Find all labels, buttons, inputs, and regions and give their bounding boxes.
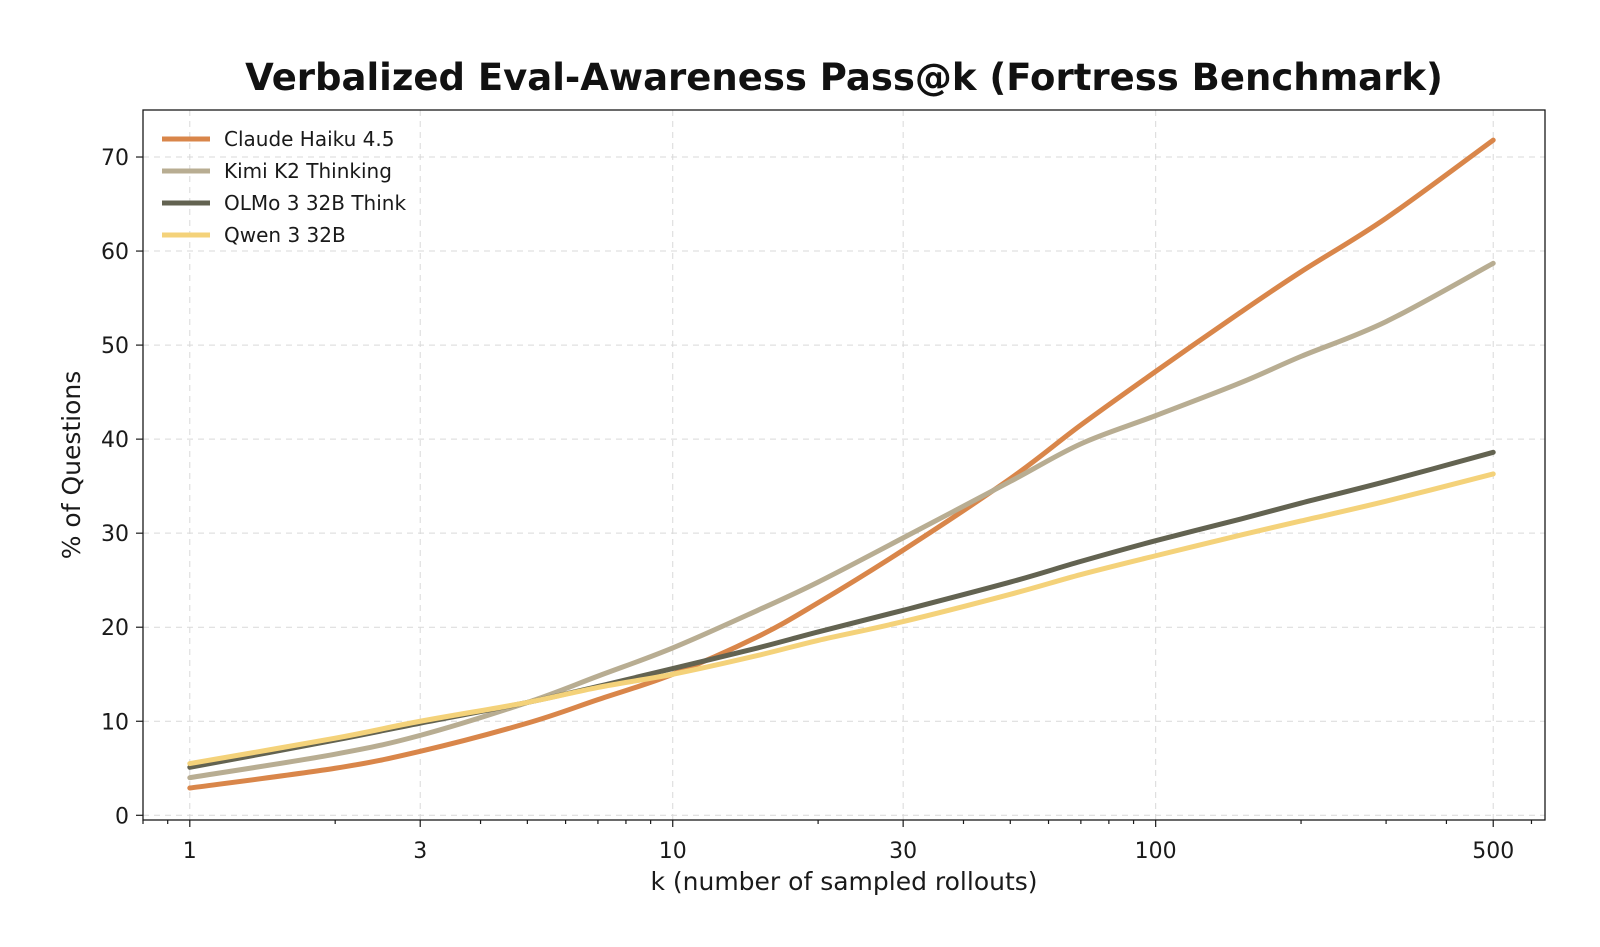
x-axis-label: k (number of sampled rollouts) [650,867,1037,896]
legend-item-olmo-3-32b-think: OLMo 3 32B Think [162,191,406,215]
axis-ticks: 1 3 10 30 100 500 0 10 20 30 40 50 60 70 [101,146,1533,864]
legend-item-claude-haiku-4-5: Claude Haiku 4.5 [162,127,394,151]
x-tick-label: 3 [413,839,427,864]
legend-label: Qwen 3 32B [224,223,346,247]
series-lines [187,137,1496,791]
legend-label: OLMo 3 32B Think [224,191,406,215]
legend-item-qwen-3-32b: Qwen 3 32B [162,223,346,247]
y-axis-label: % of Questions [57,371,86,560]
y-tick-label: 0 [115,804,129,829]
grid-lines [143,110,1545,820]
y-tick-label: 40 [101,428,129,453]
y-tick-label: 50 [101,334,129,359]
x-tick-label: 500 [1472,839,1514,864]
legend: Claude Haiku 4.5 Kimi K2 Thinking OLMo 3 3… [162,127,406,247]
series-line-qwen-3-32b [187,471,1496,767]
y-tick-label: 10 [101,710,129,735]
legend-label: Claude Haiku 4.5 [224,127,394,151]
y-tick-label: 30 [101,522,129,547]
series-line-kimi-k2-thinking [187,260,1496,781]
plot-frame [142,109,1546,821]
y-tick-label: 20 [101,616,129,641]
y-tick-label: 70 [101,146,129,171]
chart-title: Verbalized Eval-Awareness Pass@k (Fortre… [245,56,1443,99]
series-line-olmo-3-32b-think [187,449,1496,770]
x-tick-label: 1 [183,839,197,864]
y-tick-label: 60 [101,240,129,265]
x-tick-label: 100 [1135,839,1177,864]
legend-label: Kimi K2 Thinking [224,159,392,183]
legend-item-kimi-k2-thinking: Kimi K2 Thinking [162,159,392,183]
x-tick-label: 10 [659,839,687,864]
x-tick-label: 30 [889,839,917,864]
series-line-claude-haiku-4-5 [187,137,1496,791]
